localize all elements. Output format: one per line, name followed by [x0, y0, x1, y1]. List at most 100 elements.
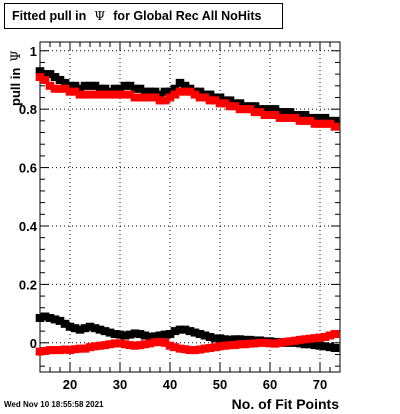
data-point — [95, 84, 105, 93]
data-point — [80, 344, 90, 353]
data-point — [50, 84, 60, 93]
x-tick-label: 40 — [163, 377, 177, 392]
data-point — [165, 87, 175, 96]
data-point — [230, 335, 240, 344]
data-point — [185, 87, 195, 96]
data-point — [120, 340, 130, 349]
data-point — [250, 339, 260, 348]
data-point — [215, 334, 225, 343]
data-point — [165, 93, 175, 102]
data-point — [275, 113, 285, 122]
data-point — [45, 81, 55, 90]
data-point — [190, 346, 200, 355]
data-point — [160, 96, 170, 105]
data-point — [195, 87, 205, 96]
data-point — [85, 322, 95, 331]
data-point — [185, 327, 195, 336]
data-point — [95, 90, 105, 99]
data-point — [320, 119, 330, 128]
data-point — [55, 316, 65, 325]
data-point — [310, 341, 320, 350]
data-point — [190, 90, 200, 99]
data-point — [235, 335, 245, 344]
data-point — [65, 87, 75, 96]
chart-title-suffix: for Global Rec All NoHits — [113, 9, 262, 23]
data-point — [225, 96, 235, 105]
data-point — [150, 338, 160, 347]
data-point — [140, 331, 150, 340]
data-point — [120, 81, 130, 90]
data-point — [45, 70, 55, 79]
data-point — [95, 341, 105, 350]
data-point — [105, 328, 115, 337]
data-point — [140, 87, 150, 96]
data-point — [205, 332, 215, 341]
data-point — [170, 84, 180, 93]
data-point — [250, 102, 260, 111]
data-point — [245, 339, 255, 348]
data-point — [165, 330, 175, 339]
data-point — [145, 93, 155, 102]
data-point — [115, 84, 125, 93]
data-point — [110, 90, 120, 99]
data-point — [135, 84, 145, 93]
data-point — [165, 341, 175, 350]
y-tick-label: 0.2 — [19, 277, 37, 292]
data-point — [140, 93, 150, 102]
axes: 20 30 40 50 60 70 0 0.2 0.4 0.6 0.8 1 — [19, 42, 341, 392]
data-point — [35, 347, 45, 356]
data-point — [100, 341, 110, 350]
data-point — [150, 332, 160, 341]
data-point — [175, 344, 185, 353]
data-point — [195, 330, 205, 339]
data-markers — [35, 67, 340, 356]
data-point — [320, 113, 330, 122]
data-point — [205, 96, 215, 105]
data-point — [280, 113, 290, 122]
data-point — [130, 341, 140, 350]
data-point — [210, 334, 220, 343]
data-point — [310, 113, 320, 122]
data-point — [110, 330, 120, 339]
data-point — [40, 346, 50, 355]
data-point — [230, 102, 240, 111]
data-point — [320, 342, 330, 351]
data-point — [200, 93, 210, 102]
data-point — [250, 108, 260, 117]
data-point — [160, 338, 170, 347]
data-point — [55, 84, 65, 93]
data-point — [90, 324, 100, 333]
data-point — [190, 328, 200, 337]
data-point — [70, 87, 80, 96]
data-point — [135, 341, 145, 350]
data-point — [255, 108, 265, 117]
data-point — [195, 93, 205, 102]
data-point — [175, 87, 185, 96]
data-point — [245, 105, 255, 114]
data-point — [235, 105, 245, 114]
data-point — [220, 335, 230, 344]
footer-datetime: Wed Nov 10 18:55:58 2021 — [4, 400, 104, 409]
data-point — [45, 313, 55, 322]
data-point — [300, 111, 310, 120]
y-tick-label: 0.8 — [19, 102, 37, 117]
data-point — [220, 341, 230, 350]
data-point — [85, 81, 95, 90]
data-point — [330, 344, 340, 353]
data-point — [235, 340, 245, 349]
data-point — [320, 332, 330, 341]
data-point — [225, 341, 235, 350]
data-point — [80, 81, 90, 90]
x-tick-label: 70 — [313, 377, 327, 392]
data-point — [200, 331, 210, 340]
data-point — [240, 105, 250, 114]
data-point — [230, 341, 240, 350]
data-point — [200, 344, 210, 353]
data-point — [60, 345, 70, 354]
data-point — [60, 84, 70, 93]
data-point — [35, 313, 45, 322]
data-point — [295, 335, 305, 344]
data-point — [290, 113, 300, 122]
data-point — [275, 108, 285, 117]
data-point — [70, 324, 80, 333]
